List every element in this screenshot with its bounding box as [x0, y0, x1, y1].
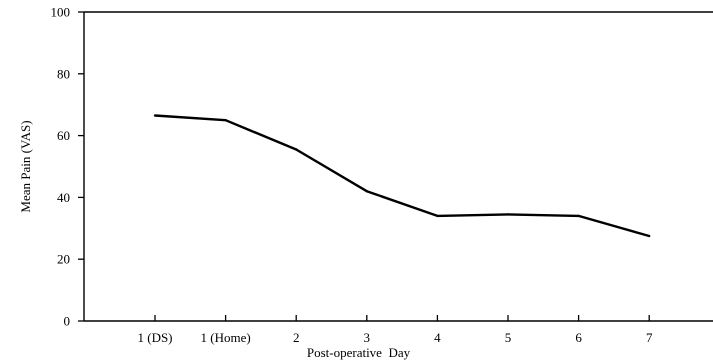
data-point: [295, 148, 298, 151]
series-line: [154, 114, 650, 238]
y-ticks: 0 20 40 60 80 100: [51, 5, 84, 329]
data-point: [224, 118, 227, 122]
y-tick-label: 0: [64, 314, 71, 329]
data-point: [365, 190, 368, 193]
x-tick-label: 6: [575, 330, 582, 345]
x-tick-label: 1 (DS): [137, 330, 172, 345]
y-tick-label: 40: [57, 190, 70, 205]
x-tick-label: 5: [505, 330, 512, 345]
data-point: [436, 214, 439, 218]
x-axis-title: Post-operative Day: [307, 345, 411, 360]
data-point: [506, 213, 510, 216]
series-group: [153, 114, 651, 238]
data-point: [577, 214, 580, 218]
y-tick-label: 100: [51, 5, 71, 20]
x-tick-label: 4: [434, 330, 441, 345]
y-tick-label: 20: [57, 252, 70, 267]
axes: [83, 11, 713, 322]
data-point: [153, 114, 157, 117]
data-point: [648, 234, 651, 238]
x-ticks: 1 (DS) 1 (Home) 2 3 4 5 6 7: [137, 315, 653, 345]
x-tick-label: 2: [293, 330, 300, 345]
y-tick-label: 80: [57, 66, 70, 81]
y-tick-label: 60: [57, 128, 70, 143]
y-axis-title: Mean Pain (VAS): [18, 120, 33, 212]
x-tick-label: 3: [364, 330, 371, 345]
x-tick-label: 7: [646, 330, 653, 345]
x-tick-label: 1 (Home): [201, 330, 251, 345]
